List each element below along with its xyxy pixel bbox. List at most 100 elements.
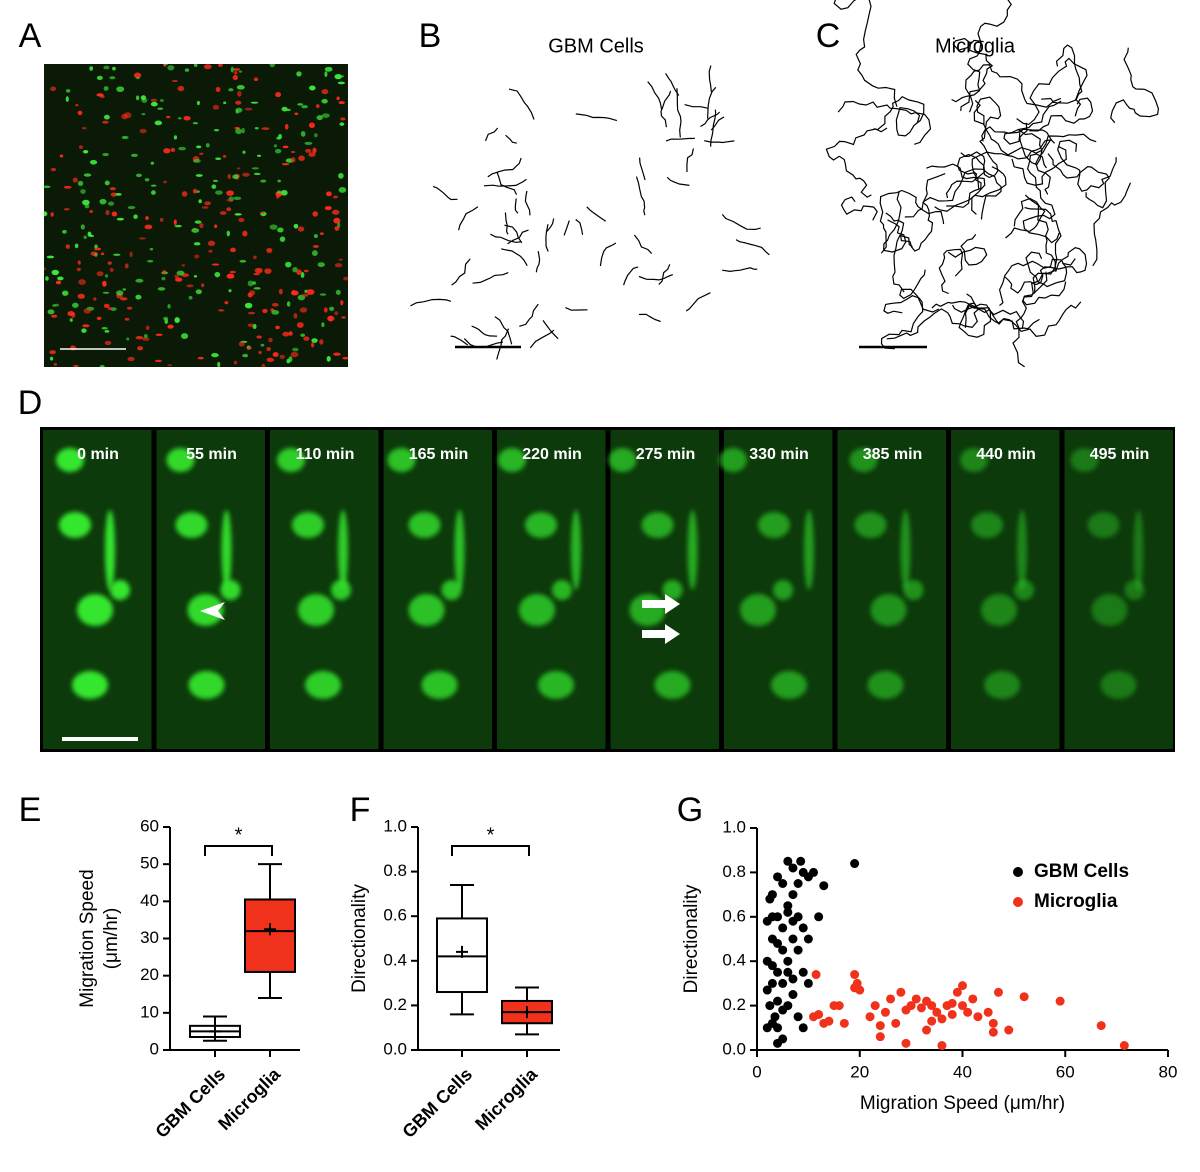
x-tick-label: 40 — [953, 1062, 972, 1081]
cell — [313, 234, 318, 238]
cell — [278, 133, 283, 140]
cell — [94, 252, 98, 257]
track — [490, 233, 521, 243]
cell — [161, 276, 166, 281]
cell — [130, 153, 138, 157]
point — [891, 1018, 901, 1028]
track — [565, 307, 588, 311]
cell — [96, 75, 103, 81]
cell — [253, 172, 261, 176]
point — [896, 987, 906, 997]
cell — [104, 330, 110, 333]
cell — [121, 135, 129, 140]
time-label: 275 min — [636, 446, 696, 463]
panel-label: E — [19, 791, 42, 829]
cell — [338, 186, 347, 193]
point — [993, 987, 1003, 997]
track — [1041, 44, 1083, 104]
cell — [260, 343, 265, 347]
cell — [77, 293, 86, 299]
track — [886, 293, 979, 340]
cell — [269, 64, 276, 68]
track — [960, 96, 1002, 179]
cell — [333, 217, 341, 224]
cell — [102, 120, 109, 124]
frame — [837, 430, 946, 749]
cell — [67, 310, 75, 317]
point — [762, 1023, 772, 1033]
point — [803, 934, 813, 944]
track — [451, 258, 471, 286]
cell — [77, 260, 81, 265]
cell — [341, 316, 346, 319]
cell — [740, 594, 776, 626]
cell — [215, 86, 221, 93]
cell — [141, 113, 146, 116]
significance: * — [235, 824, 243, 846]
cell — [311, 250, 318, 256]
cell — [151, 190, 156, 195]
cell — [1070, 448, 1099, 472]
significance-bracket — [204, 845, 273, 856]
cell — [291, 289, 296, 296]
cell — [193, 242, 201, 246]
y-tick-label: 0.4 — [722, 951, 746, 970]
cell — [215, 157, 222, 161]
cell — [971, 512, 1003, 538]
cell — [72, 671, 108, 699]
cell — [272, 303, 279, 307]
cell — [253, 77, 259, 82]
cell — [337, 81, 345, 85]
cell — [109, 187, 116, 191]
cell — [312, 211, 318, 217]
cell — [276, 190, 282, 194]
y-tick-label: 40 — [140, 891, 159, 910]
cell — [293, 223, 299, 229]
point — [788, 863, 798, 873]
cell — [135, 95, 140, 101]
cell — [247, 292, 253, 298]
cell — [241, 127, 245, 134]
cell — [144, 178, 150, 182]
significance-bracket — [451, 845, 530, 856]
cell — [135, 336, 144, 340]
track — [934, 166, 1007, 212]
cell — [104, 180, 110, 186]
cell — [250, 101, 259, 104]
track — [837, 100, 932, 145]
point — [767, 912, 777, 922]
cell — [296, 322, 304, 328]
y-tick-label: 0.8 — [722, 862, 746, 881]
track — [496, 171, 518, 195]
cell — [101, 327, 108, 330]
image-background — [44, 64, 348, 367]
cell — [312, 244, 319, 248]
cell — [867, 671, 904, 699]
cell — [124, 317, 130, 321]
cell — [61, 290, 69, 296]
track — [885, 173, 946, 252]
cell — [138, 237, 146, 240]
cell — [107, 261, 112, 265]
cell — [282, 331, 290, 337]
cell — [298, 594, 334, 626]
cell — [331, 209, 340, 215]
track — [883, 191, 907, 253]
frame — [497, 430, 606, 749]
cell — [52, 304, 56, 307]
point — [988, 1027, 998, 1037]
cell — [282, 145, 289, 149]
track — [1024, 194, 1056, 294]
track — [700, 111, 721, 128]
cell — [232, 68, 241, 71]
cell — [213, 129, 220, 132]
cell — [77, 180, 84, 186]
panel-label: F — [350, 791, 371, 829]
cell — [83, 173, 92, 177]
cell — [212, 104, 220, 110]
cell — [56, 448, 84, 472]
track — [575, 219, 584, 235]
cell — [333, 195, 338, 199]
cell — [306, 289, 315, 295]
point — [850, 859, 860, 869]
